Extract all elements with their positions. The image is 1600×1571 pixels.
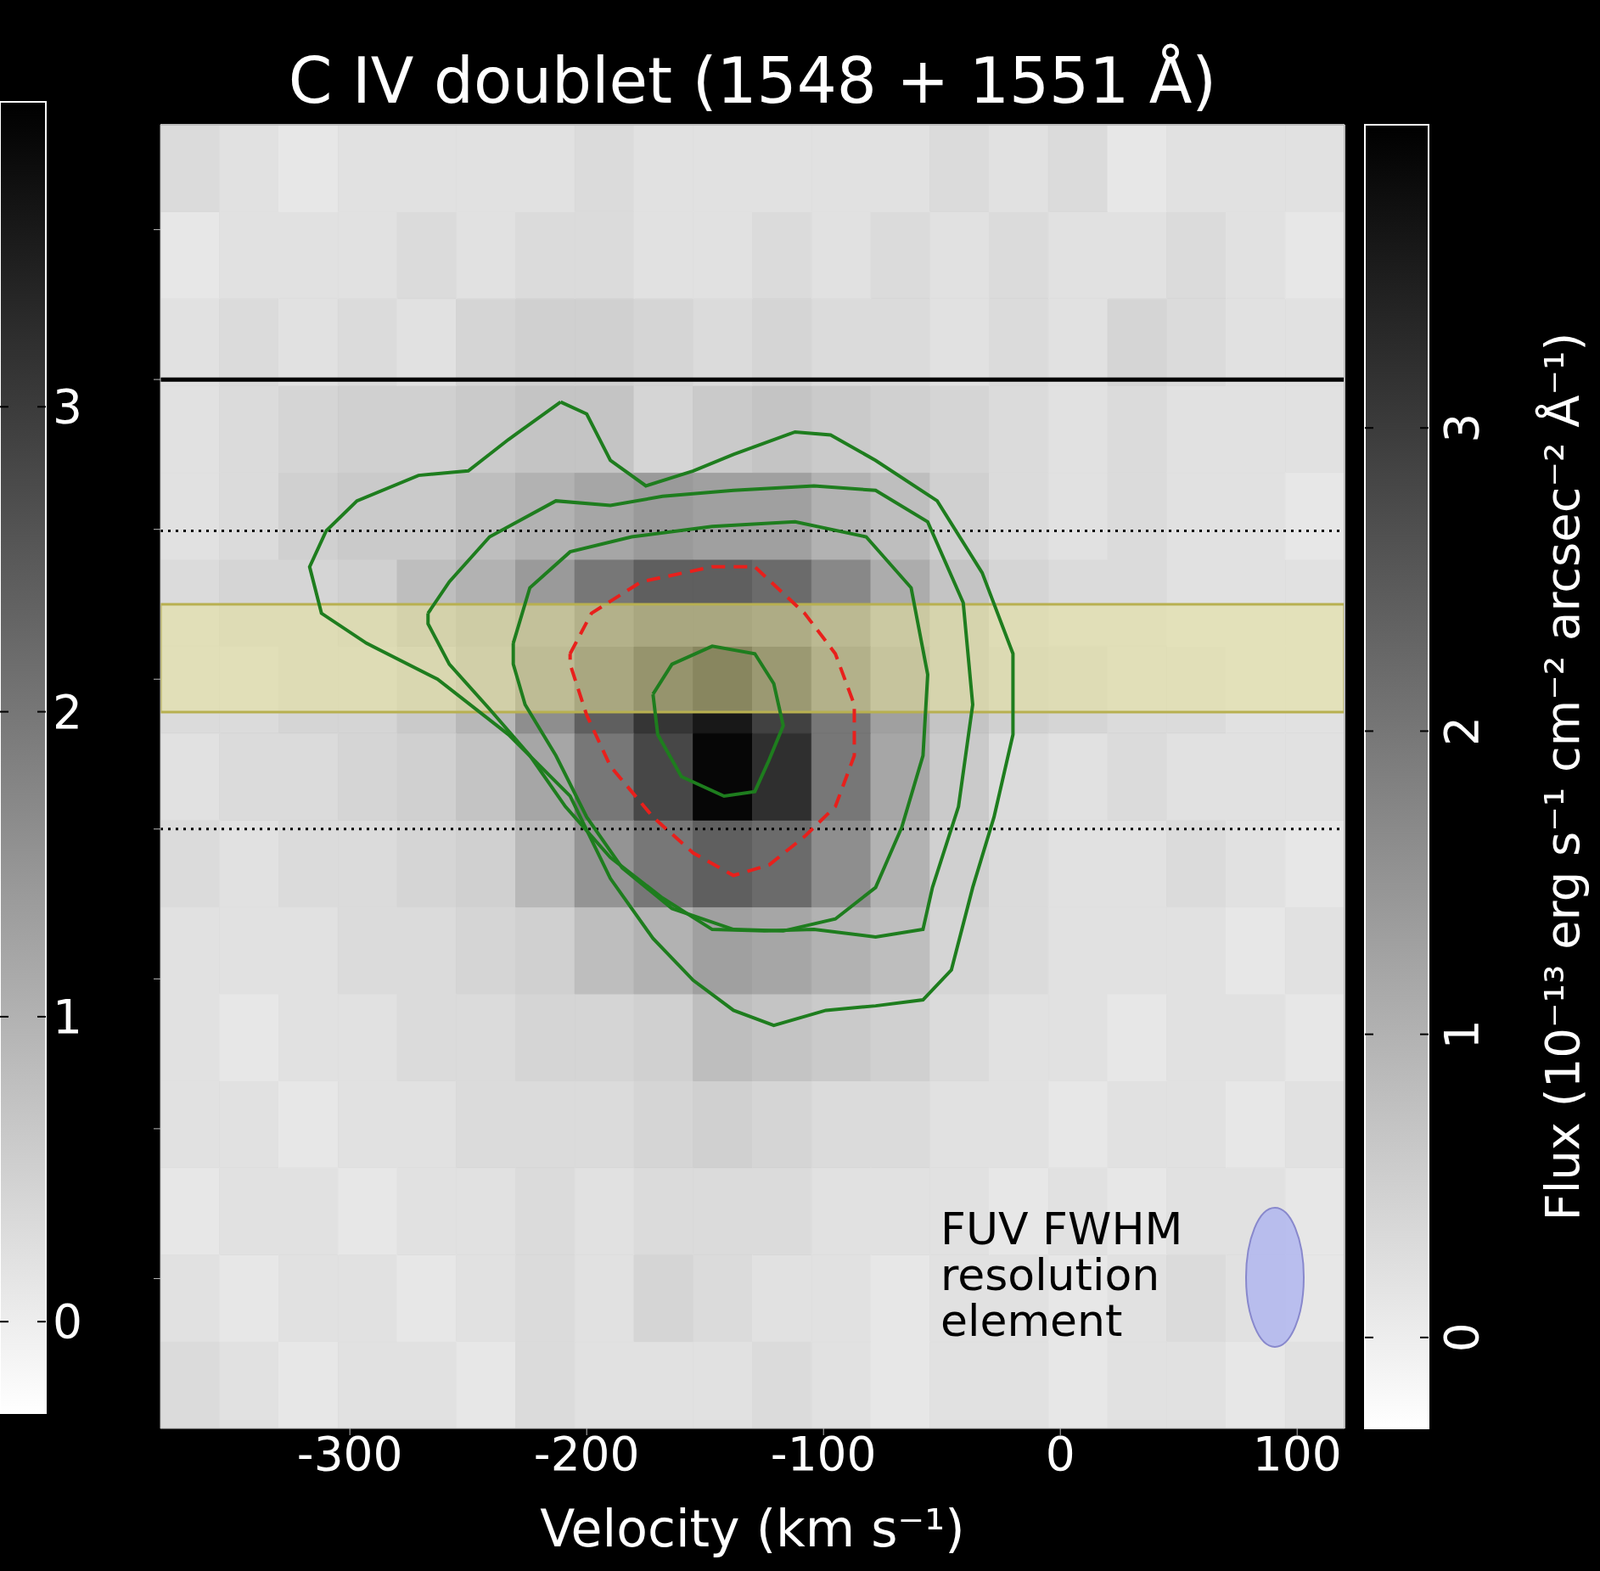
svg-text:2: 2 [52,684,83,740]
svg-text:2: 2 [1434,716,1489,747]
svg-text:0: 0 [52,1294,83,1349]
svg-text:3: 3 [52,379,83,434]
svg-text:resolution: resolution [940,1249,1160,1301]
svg-text:C IV doublet (1548 + 1551 Å): C IV doublet (1548 + 1551 Å) [288,43,1218,118]
svg-text:element: element [940,1295,1123,1347]
svg-text:-100: -100 [770,1426,877,1482]
svg-text:FUV FWHM: FUV FWHM [940,1203,1183,1255]
svg-text:-300: -300 [297,1426,404,1482]
svg-text:1: 1 [1434,1019,1489,1050]
svg-text:Flux (10⁻¹³ erg s⁻¹ cm⁻² arcse: Flux (10⁻¹³ erg s⁻¹ cm⁻² arcsec⁻² Å⁻¹) [1534,332,1590,1222]
svg-text:0: 0 [1045,1426,1076,1482]
svg-text:Velocity (km s⁻¹): Velocity (km s⁻¹) [539,1498,966,1559]
svg-text:0: 0 [1434,1322,1489,1353]
svg-text:1: 1 [52,989,83,1045]
svg-text:3: 3 [1434,413,1489,444]
svg-text:-200: -200 [533,1426,640,1482]
svg-text:100: 100 [1252,1426,1342,1482]
